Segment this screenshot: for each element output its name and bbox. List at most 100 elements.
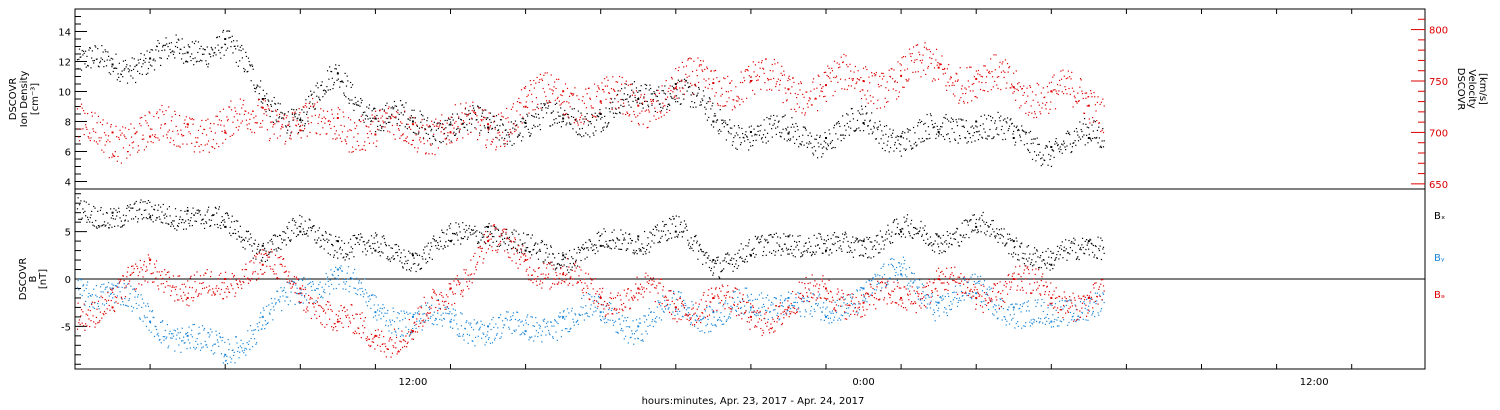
data-dot	[978, 130, 980, 132]
data-dot	[626, 248, 628, 250]
data-dot	[146, 122, 148, 124]
data-dot	[848, 245, 850, 247]
data-dot	[575, 131, 577, 133]
data-dot	[118, 136, 120, 139]
data-dot	[723, 126, 725, 128]
data-dot	[452, 232, 454, 235]
data-dot	[441, 123, 444, 125]
data-dot	[821, 156, 823, 158]
data-dot	[1036, 250, 1038, 252]
data-dot	[263, 98, 265, 100]
data-dot	[107, 55, 110, 57]
data-dot	[405, 260, 407, 262]
data-dot	[1010, 83, 1013, 85]
data-point	[862, 287, 865, 290]
data-dot	[702, 90, 704, 92]
data-dot	[903, 148, 905, 150]
data-dot	[529, 80, 531, 82]
data-dot	[191, 212, 193, 215]
data-dot	[217, 124, 219, 126]
data-dot	[1008, 233, 1011, 235]
data-dot	[124, 59, 127, 62]
data-point	[749, 306, 752, 309]
data-dot	[784, 114, 786, 116]
data-dot	[178, 39, 180, 41]
data-dot	[308, 102, 310, 105]
data-dot	[517, 135, 519, 137]
data-point	[224, 131, 227, 134]
data-dot	[133, 58, 135, 60]
data-dot	[944, 72, 946, 74]
right-y-tick-label: 750	[1429, 77, 1448, 88]
data-dot	[1100, 258, 1103, 261]
data-dot	[735, 132, 738, 134]
data-dot	[1003, 76, 1005, 79]
data-dot	[604, 115, 606, 118]
data-dot	[192, 57, 194, 60]
data-dot	[701, 69, 703, 71]
data-dot	[620, 229, 622, 231]
data-dot	[310, 121, 312, 124]
data-dot	[1081, 244, 1083, 246]
data-dot	[1047, 248, 1049, 250]
data-dot	[304, 220, 306, 222]
data-dot	[142, 63, 144, 65]
data-dot	[596, 90, 598, 93]
data-dot	[737, 265, 740, 267]
data-dot	[550, 112, 552, 114]
data-dot	[410, 115, 412, 117]
data-dot	[143, 302, 145, 304]
data-dot	[485, 226, 487, 228]
data-dot	[213, 123, 215, 125]
data-dot	[715, 262, 717, 265]
right-y-tick-label: 650	[1429, 180, 1448, 191]
data-dot	[685, 80, 688, 82]
data-dot	[878, 86, 880, 88]
data-dot	[299, 112, 301, 114]
data-dot	[238, 125, 240, 128]
data-dot	[245, 55, 248, 58]
data-dot	[604, 246, 606, 248]
data-dot	[773, 58, 775, 61]
data-dot	[337, 78, 339, 80]
data-dot	[625, 83, 627, 85]
data-dot	[931, 249, 934, 251]
data-dot	[597, 85, 599, 87]
data-dot	[1041, 107, 1043, 109]
data-dot	[916, 228, 918, 230]
data-dot	[610, 88, 613, 90]
data-dot	[597, 115, 599, 118]
data-dot	[779, 131, 781, 134]
data-dot	[958, 99, 961, 101]
data-dot	[182, 228, 185, 230]
data-dot	[527, 128, 529, 131]
data-dot	[523, 253, 525, 255]
data-dot	[502, 123, 504, 125]
data-dot	[762, 141, 764, 143]
data-dot	[1076, 131, 1078, 133]
data-dot	[277, 247, 279, 249]
data-dot	[353, 109, 355, 112]
data-dot	[315, 132, 317, 134]
data-dot	[522, 232, 525, 234]
data-dot	[231, 215, 233, 217]
data-dot	[168, 206, 170, 208]
data-dot	[837, 81, 839, 83]
data-dot	[245, 51, 247, 54]
data-dot	[572, 257, 574, 260]
data-dot	[91, 57, 93, 59]
data-dot	[675, 95, 677, 97]
data-dot	[237, 350, 239, 353]
data-dot	[680, 221, 682, 223]
data-dot	[569, 106, 571, 108]
data-dot	[79, 105, 81, 108]
data-dot	[917, 125, 919, 127]
data-dot	[500, 112, 502, 114]
data-dot	[1054, 259, 1056, 261]
data-dot	[806, 146, 809, 148]
data-dot	[407, 123, 409, 125]
data-dot	[1052, 149, 1054, 151]
data-dot	[672, 215, 674, 218]
data-dot	[214, 147, 216, 150]
